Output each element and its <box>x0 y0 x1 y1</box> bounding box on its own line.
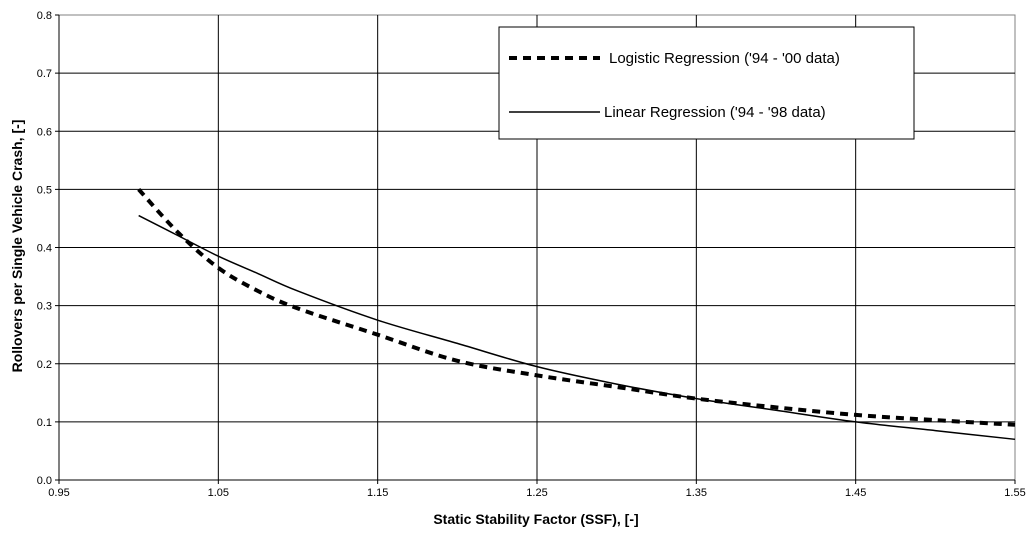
y-tick-label: 0.6 <box>37 126 52 138</box>
x-tick-label: 1.05 <box>208 487 229 499</box>
y-tick-label: 0.2 <box>37 359 52 371</box>
x-tick-label: 1.35 <box>686 487 707 499</box>
y-tick-label: 0.4 <box>37 243 52 255</box>
y-tick-label: 0.0 <box>37 475 52 487</box>
series-layer <box>137 188 1016 441</box>
legend-label-logistic: Logistic Regression ('94 - '00 data) <box>609 50 840 67</box>
x-tick-label: 1.15 <box>367 487 388 499</box>
y-tick-label: 0.1 <box>37 417 52 429</box>
x-tick-label: 1.25 <box>526 487 547 499</box>
y-tick-label: 0.5 <box>37 184 52 196</box>
x-tick-label: 0.95 <box>48 487 69 499</box>
y-tick-label: 0.7 <box>37 68 52 80</box>
x-tick-label: 1.55 <box>1004 487 1025 499</box>
y-tick-label: 0.8 <box>37 10 52 22</box>
series-logistic-line <box>137 188 1016 427</box>
y-tick-label: 0.3 <box>37 301 52 313</box>
tick-labels: 0.0 0.1 0.2 0.3 0.4 0.5 0.6 0.7 0.8 0.95 1.05 1.15 1… <box>37 10 1026 499</box>
x-tick-label: 1.45 <box>845 487 866 499</box>
legend-label-linear: Linear Regression ('94 - '98 data) <box>604 104 826 121</box>
legend-box <box>498 26 915 140</box>
y-axis-title: Rollovers per Single Vehicle Crash, [-] <box>9 120 25 373</box>
legend: Logistic Regression ('94 - '00 data) Lin… <box>498 26 915 140</box>
series-linear-line <box>138 214 1016 441</box>
x-axis-title: Static Stability Factor (SSF), [-] <box>433 511 638 527</box>
